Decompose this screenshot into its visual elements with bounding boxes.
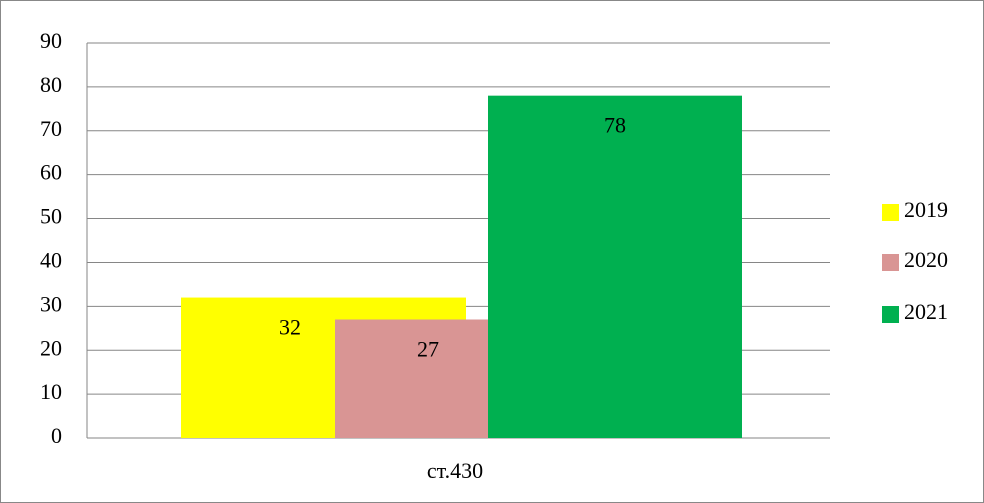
y-tick-label: 80 xyxy=(40,72,62,97)
y-tick-label: 0 xyxy=(51,423,62,448)
y-tick-label: 90 xyxy=(40,28,62,53)
data-label: 27 xyxy=(417,337,439,362)
y-tick-label: 50 xyxy=(40,204,62,229)
legend-swatch xyxy=(882,204,899,221)
legend-swatch xyxy=(882,254,899,271)
y-tick-label: 10 xyxy=(40,379,62,404)
y-tick-label: 70 xyxy=(40,116,62,141)
legend-label: 2020 xyxy=(904,247,948,272)
y-tick-label: 20 xyxy=(40,335,62,360)
x-tick-label: ст.430 xyxy=(427,458,483,483)
bar xyxy=(488,95,742,439)
data-label: 32 xyxy=(279,315,301,340)
y-tick-label: 60 xyxy=(40,160,62,185)
legend-label: 2019 xyxy=(904,197,948,222)
data-label: 78 xyxy=(604,113,626,138)
y-tick-label: 30 xyxy=(40,291,62,316)
legend-swatch xyxy=(882,306,899,323)
legend-label: 2021 xyxy=(904,299,948,324)
y-tick-label: 40 xyxy=(40,247,62,272)
